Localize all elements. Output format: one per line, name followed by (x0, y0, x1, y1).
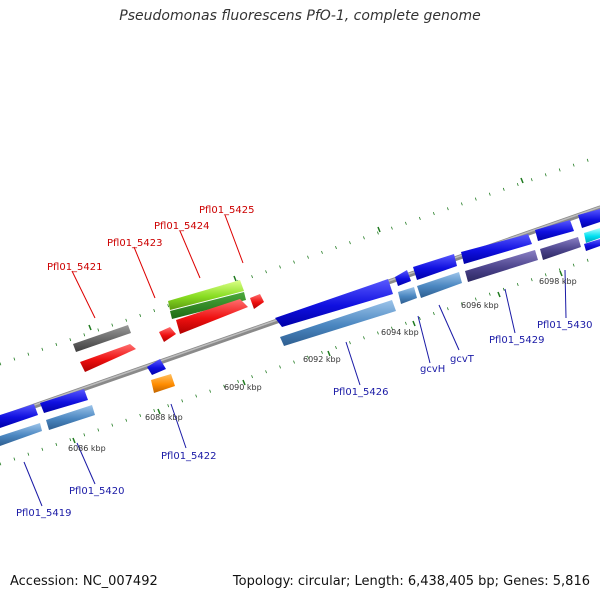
gene-pfl01-5422-orange[interactable] (151, 374, 175, 393)
gene-pfl01-5421[interactable] (73, 325, 131, 352)
gene-pfl01-5425[interactable] (176, 299, 248, 334)
gene-pfl01-5425-small[interactable] (250, 294, 264, 309)
label-pfl01-5422[interactable]: Pfl01_5422 (161, 451, 217, 462)
label-gcvh[interactable]: gcvH (420, 364, 445, 375)
kbp-label-6096: 6096 kbp (461, 301, 499, 310)
gene-pfl01-5423[interactable] (159, 327, 176, 342)
kbp-label-6086: 6086 kbp (68, 444, 106, 453)
gene-pfl01-5419[interactable] (0, 404, 38, 428)
kbp-label-6092: 6092 kbp (303, 355, 341, 364)
outer-major-ticks (88, 177, 524, 331)
gene-pfl01-5420-steel[interactable] (46, 405, 95, 430)
label-pfl01-5424[interactable]: Pfl01_5424 (154, 221, 210, 232)
gene-edge-blue-2[interactable] (584, 239, 600, 251)
gene-pfl01-5422[interactable] (147, 359, 166, 375)
label-pfl01-5423[interactable]: Pfl01_5423 (107, 238, 163, 249)
gene-pfl01-5429[interactable] (461, 234, 532, 264)
gene-edge-blue[interactable] (578, 209, 600, 228)
reverse-leader-lines (23, 269, 567, 507)
gene-pfl01-5424-upper[interactable] (168, 280, 244, 310)
label-pfl01-5426[interactable]: Pfl01_5426 (333, 387, 389, 398)
kbp-label-6088: 6088 kbp (145, 413, 183, 422)
genome-summary-text: Topology: circular; Length: 6,438,405 bp… (232, 574, 590, 589)
label-pfl01-5419[interactable]: Pfl01_5419 (16, 508, 72, 519)
accession-text: Accession: NC_007492 (10, 574, 158, 589)
kbp-label-6094: 6094 kbp (381, 328, 419, 337)
label-pfl01-5430[interactable]: Pfl01_5430 (537, 320, 593, 331)
map-title: Pseudomonas fluorescens PfO-1, complete … (119, 8, 481, 24)
label-pfl01-5421[interactable]: Pfl01_5421 (47, 262, 103, 273)
inner-major-ticks (72, 270, 563, 444)
kbp-label-6090: 6090 kbp (224, 383, 262, 392)
gene-gcvh[interactable] (395, 270, 411, 286)
gene-pfl01-5420[interactable] (40, 389, 88, 413)
gene-pfl01-5424-lower[interactable] (170, 292, 246, 319)
gene-gcvt[interactable] (413, 254, 457, 280)
gene-pfl01-5421-arrow[interactable] (80, 344, 136, 372)
gene-pfl01-5426-steel[interactable] (280, 300, 396, 346)
gene-pfl01-5430-purple[interactable] (540, 237, 581, 260)
gene-pfl01-5430[interactable] (535, 220, 574, 241)
reverse-gene-labels: Pfl01_5419 Pfl01_5420 Pfl01_5422 Pfl01_5… (16, 320, 593, 519)
label-pfl01-5429[interactable]: Pfl01_5429 (489, 335, 545, 346)
gene-pfl01-5426[interactable] (275, 279, 393, 327)
label-gcvt[interactable]: gcvT (450, 354, 475, 365)
label-pfl01-5420[interactable]: Pfl01_5420 (69, 486, 125, 497)
kbp-scale-labels: 6086 kbp 6088 kbp 6090 kbp 6092 kbp 6094… (68, 277, 577, 453)
label-pfl01-5425[interactable]: Pfl01_5425 (199, 205, 255, 216)
reverse-strand-genes (0, 209, 600, 446)
forward-strand-genes (73, 280, 264, 372)
outer-tick-ring (0, 154, 600, 466)
kbp-label-6098: 6098 kbp (539, 277, 577, 286)
gene-gcvt-steel[interactable] (417, 272, 462, 298)
forward-gene-labels: Pfl01_5421 Pfl01_5423 Pfl01_5424 Pfl01_5… (47, 205, 255, 273)
gene-edge-cyan[interactable] (584, 228, 600, 243)
gene-pfl01-5419-steel[interactable] (0, 423, 42, 446)
forward-leader-lines (71, 214, 244, 319)
gene-pfl01-5429-purple[interactable] (465, 250, 538, 282)
gene-gcvh-steel[interactable] (398, 287, 417, 304)
